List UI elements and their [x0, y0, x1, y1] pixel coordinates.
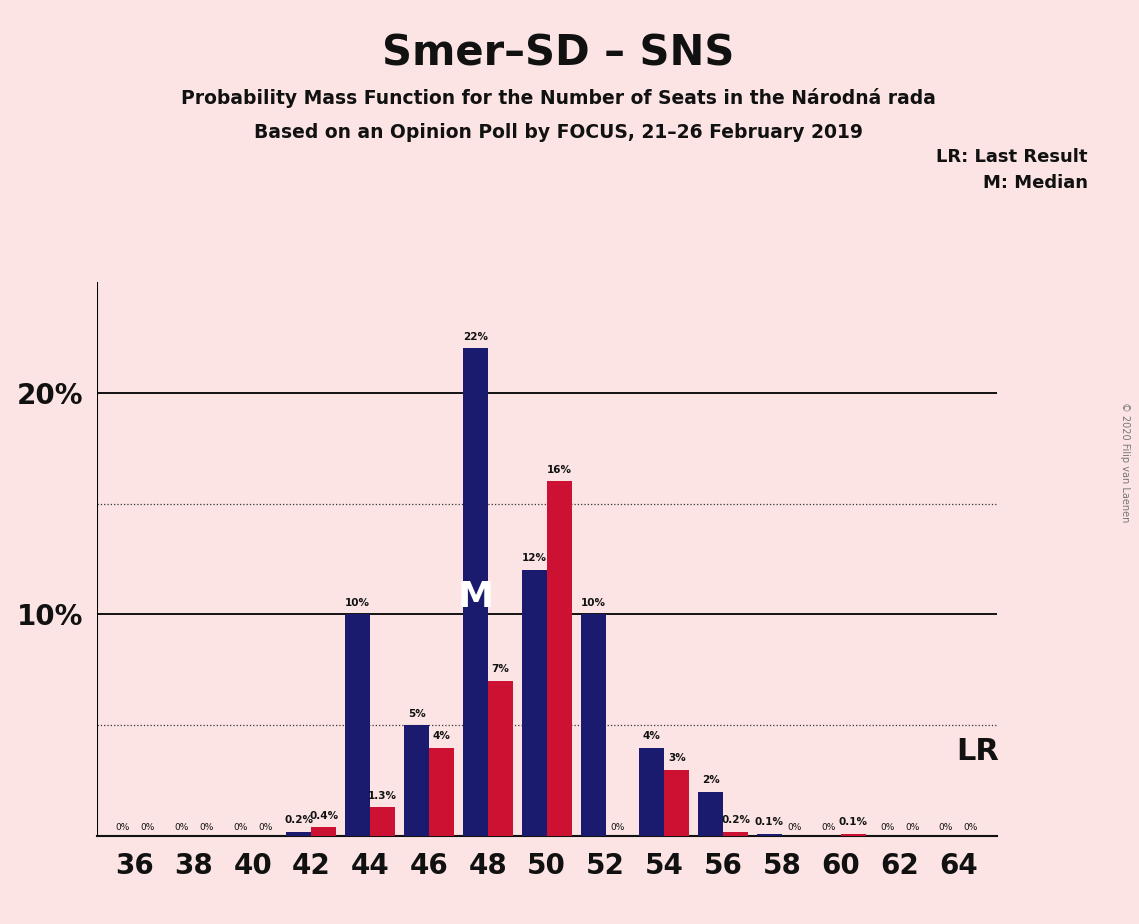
- Text: 0.1%: 0.1%: [755, 818, 784, 827]
- Bar: [639, 748, 664, 836]
- Text: 0.2%: 0.2%: [721, 815, 751, 825]
- Bar: [841, 834, 866, 836]
- Bar: [404, 725, 429, 836]
- Text: LR: LR: [957, 737, 1000, 766]
- Text: Based on an Opinion Poll by FOCUS, 21–26 February 2019: Based on an Opinion Poll by FOCUS, 21–26…: [254, 123, 862, 142]
- Text: 0%: 0%: [964, 823, 978, 833]
- Text: 0.2%: 0.2%: [285, 815, 313, 825]
- Text: 0%: 0%: [821, 823, 836, 833]
- Bar: [311, 827, 336, 836]
- Text: 2%: 2%: [702, 775, 720, 785]
- Text: 4%: 4%: [642, 731, 661, 741]
- Bar: [698, 792, 723, 836]
- Bar: [547, 481, 572, 836]
- Text: 10%: 10%: [581, 598, 606, 608]
- Text: 0%: 0%: [233, 823, 247, 833]
- Text: 0.4%: 0.4%: [310, 810, 338, 821]
- Text: 10%: 10%: [345, 598, 370, 608]
- Text: M: M: [458, 579, 493, 614]
- Bar: [462, 348, 487, 836]
- Text: 0%: 0%: [787, 823, 802, 833]
- Text: 0%: 0%: [199, 823, 213, 833]
- Text: 16%: 16%: [547, 465, 572, 475]
- Text: 0%: 0%: [115, 823, 130, 833]
- Text: 0%: 0%: [140, 823, 155, 833]
- Text: 7%: 7%: [491, 664, 509, 675]
- Text: Probability Mass Function for the Number of Seats in the Národná rada: Probability Mass Function for the Number…: [181, 88, 935, 108]
- Text: 12%: 12%: [522, 553, 547, 564]
- Bar: [370, 808, 395, 836]
- Text: 0%: 0%: [174, 823, 189, 833]
- Text: Smer–SD – SNS: Smer–SD – SNS: [382, 32, 735, 74]
- Bar: [664, 770, 689, 836]
- Text: 4%: 4%: [433, 731, 451, 741]
- Text: 3%: 3%: [667, 753, 686, 763]
- Text: LR: Last Result: LR: Last Result: [936, 148, 1088, 165]
- Text: 0%: 0%: [880, 823, 894, 833]
- Text: M: Median: M: Median: [983, 174, 1088, 191]
- Text: 5%: 5%: [408, 709, 426, 719]
- Text: 0%: 0%: [257, 823, 272, 833]
- Bar: [723, 832, 748, 836]
- Bar: [757, 834, 782, 836]
- Bar: [487, 681, 513, 836]
- Text: © 2020 Filip van Laenen: © 2020 Filip van Laenen: [1121, 402, 1130, 522]
- Text: 0%: 0%: [904, 823, 919, 833]
- Bar: [345, 614, 370, 836]
- Text: 0%: 0%: [611, 823, 625, 833]
- Bar: [522, 570, 547, 836]
- Bar: [429, 748, 454, 836]
- Text: 1.3%: 1.3%: [368, 791, 398, 801]
- Text: 0%: 0%: [939, 823, 953, 833]
- Text: 0.1%: 0.1%: [838, 818, 868, 827]
- Bar: [287, 832, 311, 836]
- Text: 22%: 22%: [462, 332, 487, 342]
- Bar: [581, 614, 606, 836]
